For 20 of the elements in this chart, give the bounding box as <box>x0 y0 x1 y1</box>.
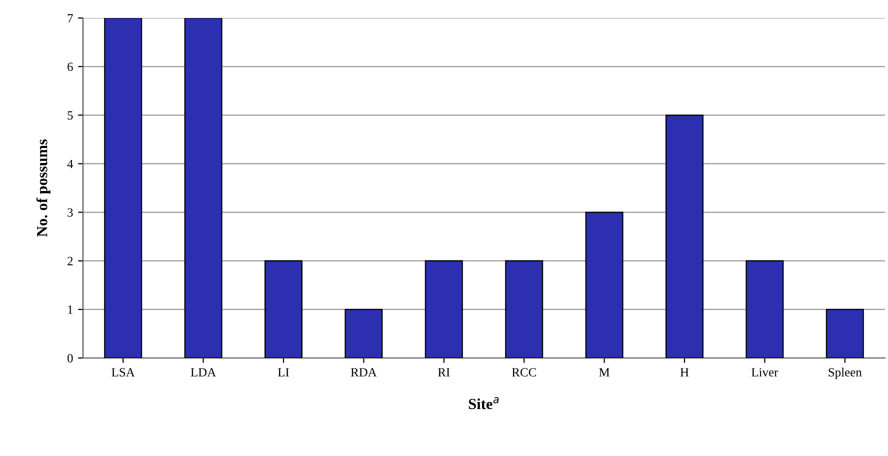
x-tick-label: H <box>680 368 689 376</box>
x-tick-label: RDA <box>350 368 377 376</box>
y-axis-title: No. of possums <box>36 139 50 237</box>
x-tick-label: LI <box>278 368 289 376</box>
x-tick-label: LDA <box>190 368 216 376</box>
y-tick-label: 6 <box>68 62 73 72</box>
x-axis-title: Site$^{a}$ <box>468 397 499 410</box>
x-tick-label: RCC <box>512 368 536 377</box>
y-tick-label: 3 <box>68 208 73 217</box>
x-tick-label: Liver <box>752 368 778 377</box>
y-tick-label: 0 <box>68 354 73 362</box>
y-tick-label: 4 <box>67 160 74 168</box>
y-tick-label: 2 <box>68 256 73 266</box>
x-tick-label: LSA <box>112 368 135 377</box>
y-tick-label: 5 <box>68 111 73 120</box>
y-tick-label: 7 <box>68 14 73 22</box>
x-tick-label: RI <box>438 368 450 376</box>
y-tick-label: 1 <box>68 306 73 314</box>
x-tick-label: M <box>599 368 610 376</box>
x-tick-label: Spleen <box>828 368 862 380</box>
